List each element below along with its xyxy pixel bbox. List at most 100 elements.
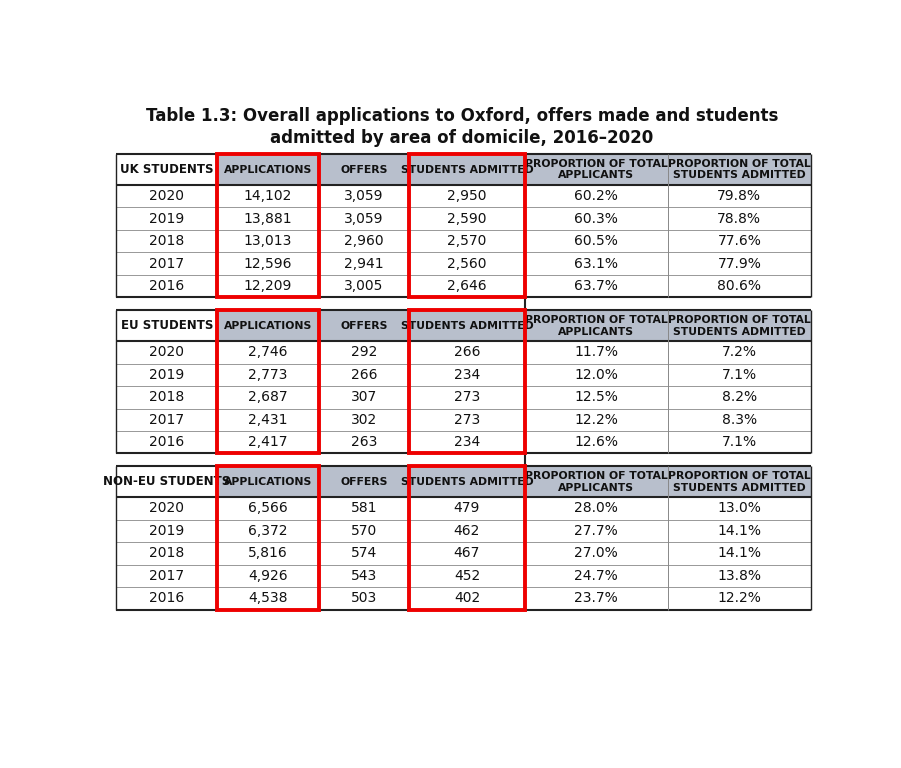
Text: NON-EU STUDENTS: NON-EU STUDENTS — [103, 475, 231, 488]
Text: 23.7%: 23.7% — [574, 591, 618, 605]
Text: 24.7%: 24.7% — [574, 569, 618, 583]
Text: OFFERS: OFFERS — [341, 477, 387, 487]
Text: 12,596: 12,596 — [244, 257, 292, 270]
Text: 60.5%: 60.5% — [574, 234, 618, 248]
Text: 266: 266 — [350, 368, 378, 382]
Bar — [116, 564, 811, 587]
Text: 2017: 2017 — [150, 257, 185, 270]
Text: 2019: 2019 — [150, 524, 185, 538]
Text: 543: 543 — [350, 569, 378, 583]
Text: APPLICATIONS: APPLICATIONS — [223, 321, 312, 331]
Text: 6,566: 6,566 — [248, 502, 287, 515]
Text: 307: 307 — [350, 390, 378, 404]
Text: 12.0%: 12.0% — [574, 368, 618, 382]
Bar — [524, 310, 668, 341]
Text: 27.0%: 27.0% — [574, 546, 618, 561]
Text: 2019: 2019 — [150, 212, 185, 226]
Bar — [116, 542, 811, 564]
Text: 273: 273 — [454, 412, 480, 427]
Bar — [116, 185, 811, 207]
Text: 266: 266 — [454, 346, 480, 359]
Text: 2,646: 2,646 — [447, 279, 487, 293]
Text: 80.6%: 80.6% — [717, 279, 761, 293]
Text: 302: 302 — [350, 412, 378, 427]
Bar — [409, 466, 524, 610]
Text: 63.1%: 63.1% — [574, 257, 618, 270]
Text: 12,209: 12,209 — [244, 279, 292, 293]
Text: 2,570: 2,570 — [447, 234, 487, 248]
Bar — [116, 310, 217, 341]
Text: 63.7%: 63.7% — [574, 279, 618, 293]
Text: 14.1%: 14.1% — [717, 546, 761, 561]
Text: 479: 479 — [454, 502, 480, 515]
Text: 8.3%: 8.3% — [722, 412, 757, 427]
Bar — [524, 466, 668, 497]
Text: 2,560: 2,560 — [447, 257, 487, 270]
Text: PROPORTION OF TOTAL
STUDENTS ADMITTED: PROPORTION OF TOTAL STUDENTS ADMITTED — [668, 159, 811, 180]
Text: 503: 503 — [350, 591, 378, 605]
Text: PROPORTION OF TOTAL
STUDENTS ADMITTED: PROPORTION OF TOTAL STUDENTS ADMITTED — [668, 471, 811, 492]
Bar — [217, 310, 319, 341]
Text: 2017: 2017 — [150, 412, 185, 427]
Text: 234: 234 — [454, 368, 480, 382]
Text: 3,005: 3,005 — [344, 279, 384, 293]
Bar — [116, 497, 811, 520]
Text: 2,950: 2,950 — [447, 189, 487, 204]
Bar — [116, 230, 811, 253]
Bar — [116, 207, 811, 230]
Text: 2016: 2016 — [150, 435, 185, 449]
Text: STUDENTS ADMITTED: STUDENTS ADMITTED — [401, 321, 533, 331]
Text: 570: 570 — [350, 524, 378, 538]
Bar — [409, 154, 524, 297]
Text: PROPORTION OF TOTAL
APPLICANTS: PROPORTION OF TOTAL APPLICANTS — [524, 315, 668, 336]
Text: STUDENTS ADMITTED: STUDENTS ADMITTED — [401, 477, 533, 487]
Bar — [217, 466, 319, 610]
Text: 452: 452 — [454, 569, 480, 583]
Text: 467: 467 — [454, 546, 480, 561]
Text: 2018: 2018 — [150, 546, 185, 561]
Text: 14,102: 14,102 — [244, 189, 292, 204]
Text: 60.2%: 60.2% — [574, 189, 618, 204]
Text: 6,372: 6,372 — [249, 524, 287, 538]
Bar — [409, 154, 524, 185]
Text: 2018: 2018 — [150, 390, 185, 404]
Bar — [217, 154, 319, 297]
Bar — [217, 310, 319, 453]
Text: 2,431: 2,431 — [249, 412, 287, 427]
Text: 263: 263 — [350, 435, 378, 449]
Text: 13,013: 13,013 — [244, 234, 292, 248]
Bar — [668, 310, 811, 341]
Bar — [409, 466, 524, 497]
Text: 2,746: 2,746 — [249, 346, 287, 359]
Text: EU STUDENTS: EU STUDENTS — [121, 319, 213, 333]
Text: 7.2%: 7.2% — [722, 346, 757, 359]
Text: 3,059: 3,059 — [344, 189, 384, 204]
Text: 2020: 2020 — [150, 346, 184, 359]
Text: 79.8%: 79.8% — [717, 189, 761, 204]
Text: 574: 574 — [350, 546, 378, 561]
Text: 5,816: 5,816 — [248, 546, 287, 561]
Text: UK STUDENTS: UK STUDENTS — [120, 163, 214, 176]
Text: 462: 462 — [454, 524, 480, 538]
Bar — [319, 310, 409, 341]
Text: 11.7%: 11.7% — [574, 346, 618, 359]
Text: 2,417: 2,417 — [249, 435, 287, 449]
Text: APPLICATIONS: APPLICATIONS — [223, 477, 312, 487]
Text: 28.0%: 28.0% — [574, 502, 618, 515]
Text: 2,960: 2,960 — [344, 234, 384, 248]
Text: 2017: 2017 — [150, 569, 185, 583]
Bar — [668, 466, 811, 497]
Text: 4,538: 4,538 — [249, 591, 287, 605]
Text: PROPORTION OF TOTAL
APPLICANTS: PROPORTION OF TOTAL APPLICANTS — [524, 471, 668, 492]
Text: 2020: 2020 — [150, 189, 184, 204]
Text: 234: 234 — [454, 435, 480, 449]
Text: 13,881: 13,881 — [243, 212, 292, 226]
Text: 13.8%: 13.8% — [717, 569, 761, 583]
Bar — [116, 466, 217, 497]
Text: 8.2%: 8.2% — [722, 390, 757, 404]
Bar — [116, 431, 811, 453]
Text: Table 1.3: Overall applications to Oxford, offers made and students: Table 1.3: Overall applications to Oxfor… — [146, 107, 778, 125]
Text: 292: 292 — [350, 346, 378, 359]
Bar — [217, 154, 319, 185]
Bar — [668, 154, 811, 185]
